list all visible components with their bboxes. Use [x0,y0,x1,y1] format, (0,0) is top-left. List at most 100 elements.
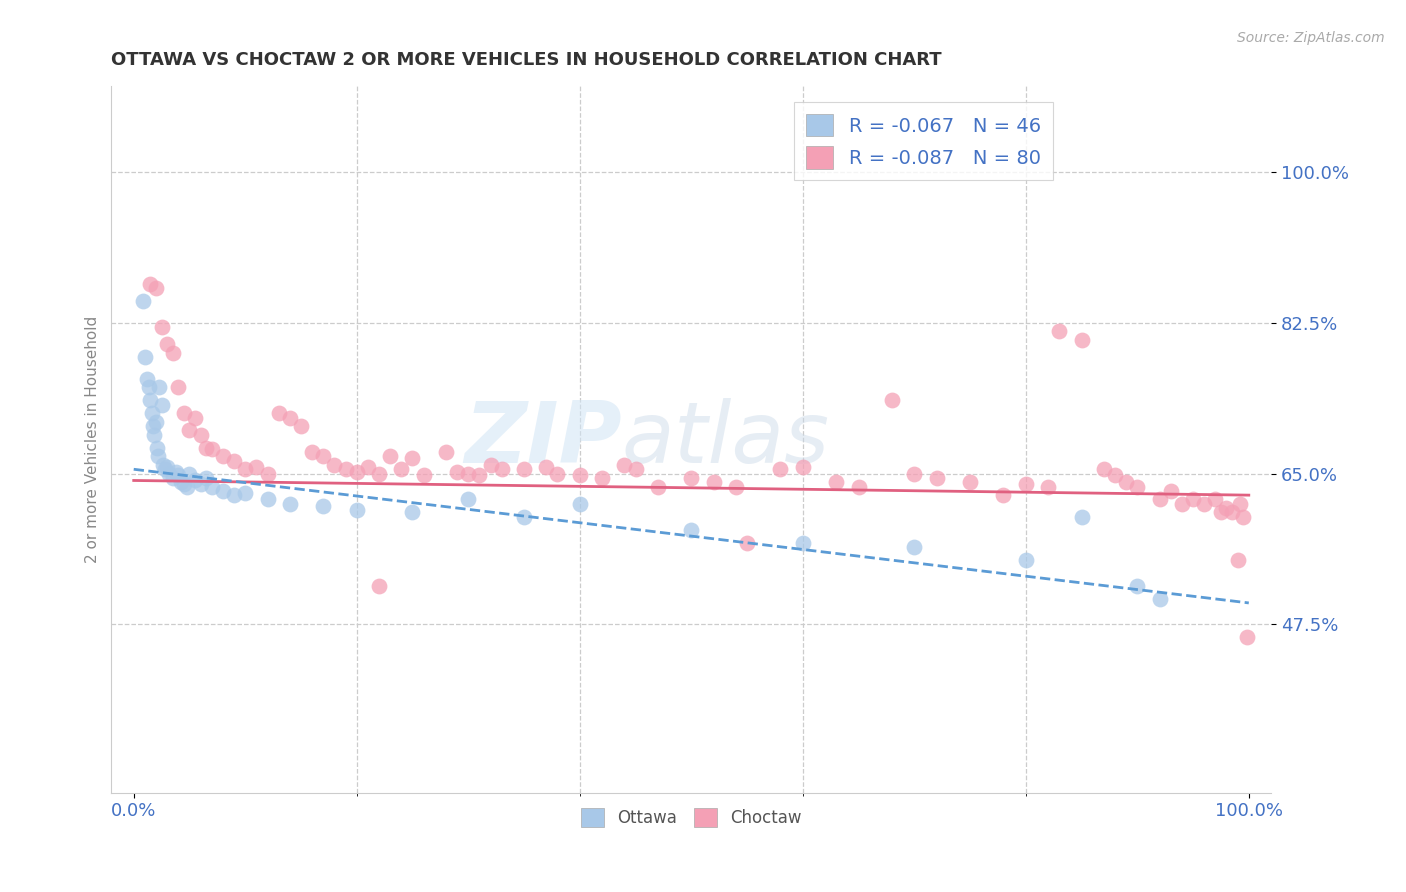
Text: ZIP: ZIP [464,398,621,481]
Point [169,475,191,490]
Point [190,477,212,491]
Point [647,479,669,493]
Point [138,380,160,394]
Point [195,441,218,455]
Text: OTTAWA VS CHOCTAW 2 OR MORE VEHICLES IN HOUSEHOLD CORRELATION CHART: OTTAWA VS CHOCTAW 2 OR MORE VEHICLES IN … [111,51,942,69]
Point [491,462,513,476]
Text: Source: ZipAtlas.com: Source: ZipAtlas.com [1237,31,1385,45]
Point [380,450,402,464]
Point [278,410,301,425]
Point [153,462,176,476]
Point [290,419,312,434]
Point [1182,492,1205,507]
Point [903,540,925,554]
Point [389,462,412,476]
Point [546,467,568,481]
Point [1226,553,1249,567]
Point [148,380,170,394]
Point [1070,509,1092,524]
Point [1149,492,1171,507]
Point [1171,497,1194,511]
Point [513,462,536,476]
Point [1192,497,1215,511]
Point [142,427,165,442]
Point [167,380,190,394]
Point [613,458,636,472]
Point [792,459,814,474]
Point [681,523,703,537]
Point [993,488,1015,502]
Point [134,350,156,364]
Point [1232,509,1254,524]
Text: atlas: atlas [621,398,830,481]
Point [792,535,814,549]
Point [703,475,725,490]
Point [335,462,357,476]
Point [536,459,558,474]
Point [148,450,170,464]
Point [1204,492,1226,507]
Point [1126,479,1149,493]
Point [624,462,647,476]
Point [145,415,167,429]
Point [848,479,870,493]
Point [195,471,218,485]
Point [925,471,948,485]
Point [301,445,323,459]
Point [368,579,391,593]
Point [312,500,335,514]
Point [245,459,267,474]
Point [131,294,153,309]
Point [1149,591,1171,606]
Point [201,442,224,457]
Point [312,450,335,464]
Point [152,458,174,472]
Point [141,406,163,420]
Point [162,471,184,485]
Legend: Ottawa, Choctaw: Ottawa, Choctaw [574,801,808,834]
Point [1015,477,1038,491]
Point [162,346,184,360]
Point [591,471,613,485]
Point [513,509,536,524]
Point [1115,475,1137,490]
Point [1215,501,1237,516]
Point [1220,505,1243,519]
Point [139,393,162,408]
Point [457,492,479,507]
Point [142,419,165,434]
Point [139,277,162,291]
Point [1015,553,1038,567]
Point [880,393,903,408]
Point [156,337,179,351]
Point [825,475,848,490]
Point [401,451,423,466]
Point [184,474,207,488]
Point [233,485,256,500]
Point [368,467,391,481]
Point [1160,483,1182,498]
Point [176,479,198,493]
Point [165,465,187,479]
Point [568,497,591,511]
Point [201,479,224,493]
Point [156,459,179,474]
Point [1036,479,1059,493]
Point [457,467,479,481]
Point [357,459,380,474]
Point [278,497,301,511]
Point [233,462,256,476]
Y-axis label: 2 or more Vehicles in Household: 2 or more Vehicles in Household [86,316,100,563]
Point [1070,333,1092,347]
Point [212,483,235,498]
Point [568,468,591,483]
Point [256,467,278,481]
Point [346,503,368,517]
Point [212,450,235,464]
Point [1229,497,1251,511]
Point [1236,631,1258,645]
Point [222,453,245,467]
Point [267,406,290,420]
Point [157,467,180,481]
Point [256,492,278,507]
